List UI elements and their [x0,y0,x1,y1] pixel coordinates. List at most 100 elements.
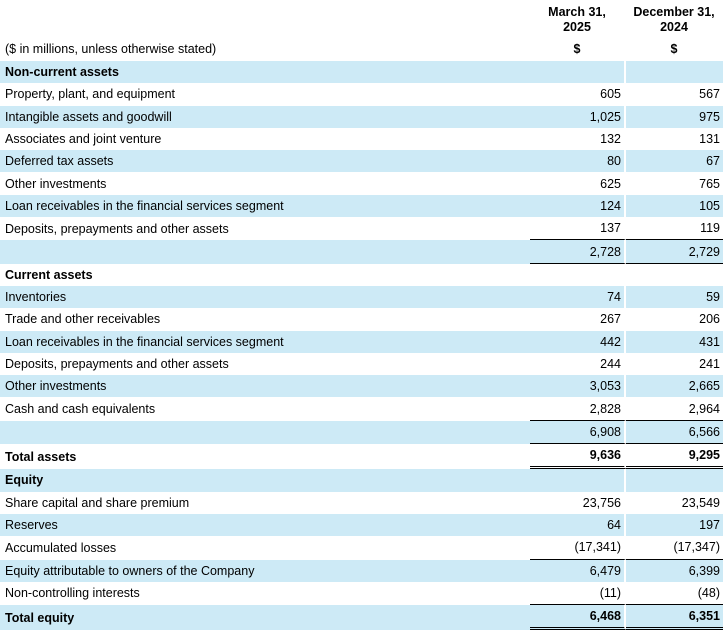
column-header-line: 2025 [563,20,591,34]
value-march-2025: 2,828 [530,397,626,421]
row-label: Deposits, prepayments and other assets [5,221,229,236]
value-december-2024: 67 [626,150,723,173]
row-label: Inventories [0,285,530,309]
table-row: Cash and cash equivalents 2,828 2,964 [0,397,723,421]
value-december-2024: 241 [699,357,720,371]
section-header-row: Current assets [0,263,723,286]
value-march-2025: 6,468 [530,605,626,630]
table-row: Non-controlling interests (11) (48) [0,581,723,606]
subtotal-row: 2,728 2,729 [0,240,723,264]
value-march-2025: 137 [530,217,626,241]
row-label: Share capital and share premium [5,495,190,510]
value-december-2024: 2,665 [626,375,723,398]
row-label: Equity [0,469,530,492]
row-label: Cash and cash equivalents [5,402,156,417]
value-december-2024: (17,347) [626,536,723,560]
unit-note: ($ in millions, unless otherwise stated) [5,42,217,56]
table-row: Equity attributable to owners of the Com… [0,559,723,582]
table-row: Deposits, prepayments and other assets 2… [0,352,723,376]
value-march-2025: 6,479 [530,559,626,582]
value-march-2025: 244 [530,352,626,376]
value-march-2025 [530,469,626,492]
row-label: Reserves [0,513,530,537]
value-december-2024: 975 [626,105,723,128]
row-label [0,240,530,264]
row-label: Equity attributable to owners of the Com… [0,559,530,582]
value-march-2025: 9,636 [530,444,626,470]
table-row: Intangible assets and goodwill 1,025 975 [0,105,723,128]
table-row: Reserves 64 197 [0,513,723,537]
row-label: Loan receivables in the financial servic… [0,330,530,353]
row-label: Associates and joint venture [5,132,162,147]
row-label: Current assets [5,267,93,282]
value-december-2024: 197 [626,513,723,537]
table-row: Associates and joint venture 132 131 [0,127,723,151]
currency-label: $ [670,42,678,56]
row-label [0,420,530,445]
row-label: Non-controlling interests [5,586,140,601]
table-row: Loan receivables in the financial servic… [0,330,723,353]
value-march-2025: 74 [530,285,626,309]
value-december-2024: 131 [699,132,720,147]
row-label: Non-current assets [0,61,530,84]
value-december-2024: 431 [626,330,723,353]
financial-table: Non-current assets Property, plant, and … [0,61,723,630]
value-march-2025: 124 [530,194,626,218]
value-december-2024: 59 [626,285,723,309]
value-december-2024: 6,566 [626,420,723,445]
row-label: Deposits, prepayments and other assets [5,357,229,371]
value-march-2025: 132 [530,127,626,151]
value-december-2024: 6,399 [626,559,723,582]
row-label: Trade and other receivables [5,312,161,327]
value-december-2024: 9,295 [626,444,723,470]
value-december-2024: 567 [699,87,720,102]
table-row: Loan receivables in the financial servic… [0,194,723,218]
value-march-2025: 23,756 [530,491,626,514]
column-header-line: 2024 [660,20,688,34]
value-march-2025 [530,263,626,286]
subtotal-row: 6,908 6,566 [0,420,723,445]
table-row: Deposits, prepayments and other assets 1… [0,217,723,241]
value-march-2025: 267 [530,308,626,331]
value-march-2025: 605 [530,83,626,106]
value-december-2024: 206 [699,312,720,327]
value-december-2024: 2,729 [626,240,723,264]
value-december-2024: 2,964 [626,397,723,421]
value-march-2025: (17,341) [530,536,626,560]
table-row: Other investments 3,053 2,665 [0,375,723,398]
currency-label: $ [573,42,581,56]
row-label: Accumulated losses [5,540,117,555]
column-header-line: December 31, [633,5,715,19]
column-header-december-2024: December 31, 2024 [626,5,722,35]
value-december-2024: 765 [699,176,720,191]
table-row: Other investments 625 765 [0,172,723,195]
column-header-line: March 31, [548,5,606,19]
value-march-2025: 625 [530,172,626,195]
row-label: Intangible assets and goodwill [0,105,530,128]
section-header-row: Equity [0,469,723,492]
row-label: Property, plant, and equipment [5,87,176,102]
row-label: Total assets [5,449,77,464]
value-march-2025: 64 [530,513,626,537]
value-march-2025: (11) [530,581,626,606]
table-row: Inventories 74 59 [0,285,723,309]
total-row: Total assets 9,636 9,295 [0,444,723,470]
value-december-2024: 119 [626,217,723,241]
value-december-2024 [626,61,723,84]
row-label: Loan receivables in the financial servic… [0,194,530,218]
section-header-row: Non-current assets [0,61,723,84]
table-row: Accumulated losses (17,341) (17,347) [0,536,723,560]
table-row: Trade and other receivables 267 206 [0,308,723,331]
value-march-2025: 3,053 [530,375,626,398]
value-march-2025: 80 [530,150,626,173]
value-december-2024 [626,264,723,286]
total-row: Total equity 6,468 6,351 [0,605,723,630]
value-march-2025: 2,728 [530,240,626,264]
value-march-2025: 1,025 [530,105,626,128]
row-label: Deferred tax assets [0,150,530,173]
row-label: Other investments [0,375,530,398]
table-row: Property, plant, and equipment 605 567 [0,83,723,106]
value-december-2024: 6,351 [626,605,723,630]
table-row: Share capital and share premium 23,756 2… [0,491,723,514]
